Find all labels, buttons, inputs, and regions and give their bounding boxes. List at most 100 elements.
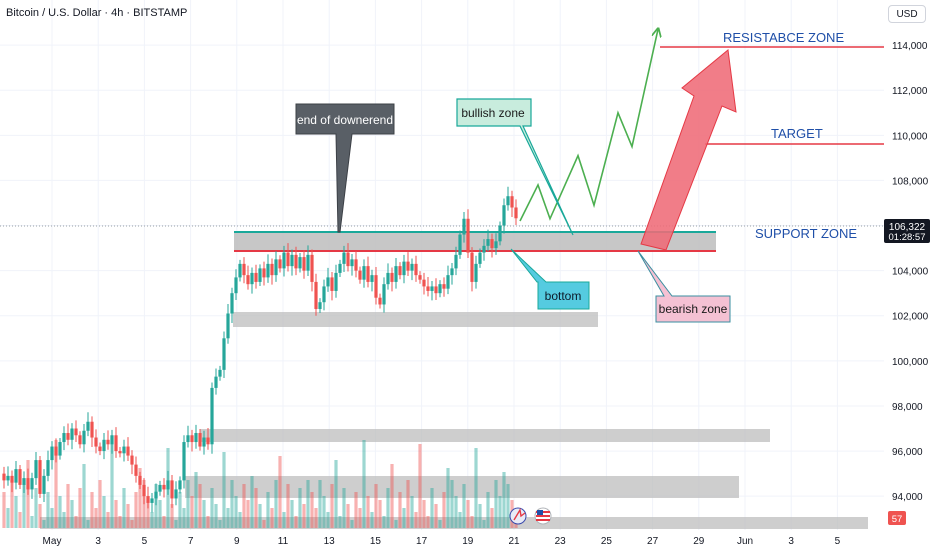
volume-bar <box>382 516 386 528</box>
volume-bar <box>334 460 338 528</box>
volume-bar <box>338 516 342 528</box>
volume-bar <box>434 504 438 528</box>
candle-body <box>46 460 50 476</box>
volume-bar <box>326 512 330 528</box>
candle-body <box>146 496 150 503</box>
volume-bar <box>290 500 294 528</box>
volume-bar <box>130 520 134 528</box>
candle-body <box>450 268 454 276</box>
candle-body <box>262 268 266 278</box>
flag-us-icon[interactable] <box>534 507 552 525</box>
currency-button[interactable]: USD <box>888 5 926 23</box>
candle-body <box>110 435 114 445</box>
price-tick-label: 100,000 <box>892 357 929 368</box>
currency-button-label: USD <box>896 8 918 20</box>
volume-bar <box>18 512 22 528</box>
volume-bar <box>486 492 490 528</box>
candle-body <box>282 252 286 269</box>
volume-bar <box>122 488 126 528</box>
time-axis[interactable]: May 3 5 7 9 11 13 15 17 19 21 23 25 27 29 Jun 3 5 <box>43 536 841 547</box>
candle-body <box>302 257 306 271</box>
candlestick-series <box>2 186 518 513</box>
volume-bar <box>422 500 426 528</box>
volume-bar <box>350 520 354 528</box>
price-tick-label: 108,000 <box>892 176 929 187</box>
candle-body <box>406 261 410 271</box>
price-tick-label: 110,000 <box>892 131 928 142</box>
consolidation-low-zone <box>233 312 598 327</box>
candle-body <box>174 489 178 499</box>
volume-bar <box>14 496 18 528</box>
volume-bar <box>186 480 190 528</box>
volume-bar <box>86 520 90 528</box>
volume-bar <box>282 512 286 528</box>
candle-body <box>74 428 78 436</box>
candle-body <box>378 297 382 305</box>
volume-bar <box>430 488 434 528</box>
volume-bar <box>274 480 278 528</box>
volume-bar <box>250 476 254 528</box>
candle-body <box>462 218 466 235</box>
volume-bar <box>190 496 194 528</box>
candle-body <box>162 484 166 490</box>
last-price-countdown: 01:28:57 <box>889 232 926 243</box>
candle-body <box>114 435 118 452</box>
price-tick-label: 112,000 <box>892 86 928 97</box>
volume-bar <box>70 500 74 528</box>
volume-bar <box>506 484 510 528</box>
candle-body <box>238 263 242 278</box>
volume-bar <box>66 484 70 528</box>
volume-value-text: 57 <box>892 514 903 525</box>
volume-bar <box>74 516 78 528</box>
volume-bar <box>178 492 182 528</box>
volume-bar <box>222 452 226 528</box>
candle-body <box>58 442 62 456</box>
volume-bar <box>198 484 202 528</box>
candle-body <box>402 261 406 276</box>
volume-bar <box>482 520 486 528</box>
candle-body <box>414 263 418 276</box>
date-tick-label: 9 <box>234 536 240 547</box>
volume-bar <box>454 496 458 528</box>
candle-body <box>198 433 202 447</box>
candle-body <box>218 369 222 377</box>
price-tick-label: 98,000 <box>892 402 923 413</box>
candle-body <box>422 279 426 287</box>
volume-bar <box>238 512 242 528</box>
price-axis[interactable]: 114,000112,000110,000108,000106,000104,0… <box>884 0 932 550</box>
candle-body <box>430 286 434 291</box>
volume-bar <box>2 492 6 528</box>
candle-body <box>242 263 246 276</box>
candle-body <box>194 433 198 443</box>
date-tick-label: 29 <box>693 536 705 547</box>
candle-body <box>10 475 14 483</box>
candle-body <box>454 254 458 269</box>
candle-body <box>202 437 206 447</box>
resistance-zone-label: RESISTABCE ZONE <box>723 30 844 45</box>
candle-body <box>322 286 326 303</box>
candle-body <box>78 435 82 445</box>
candle-body <box>386 272 390 285</box>
candle-body <box>186 435 190 443</box>
volume-bar <box>478 504 482 528</box>
price-tick-label: 96,000 <box>892 447 923 458</box>
volume-bar <box>114 500 118 528</box>
volume-bar <box>242 484 246 528</box>
volume-bar <box>230 480 234 528</box>
price-projection-path <box>519 29 658 222</box>
volume-bar <box>234 496 238 528</box>
candle-body <box>482 245 486 253</box>
candle-body <box>270 263 274 276</box>
candle-body <box>138 475 142 485</box>
volume-bar <box>458 512 462 528</box>
candle-body <box>266 263 270 278</box>
volume-bar <box>162 516 166 528</box>
volume-bar <box>310 492 314 528</box>
candle-body <box>22 478 26 485</box>
volume-bar <box>38 504 42 528</box>
end-of-downtrend-text: end of downerend <box>297 113 393 127</box>
candle-body <box>394 266 398 282</box>
event-icon-economic[interactable] <box>509 507 527 525</box>
date-tick-label: 5 <box>142 536 148 547</box>
